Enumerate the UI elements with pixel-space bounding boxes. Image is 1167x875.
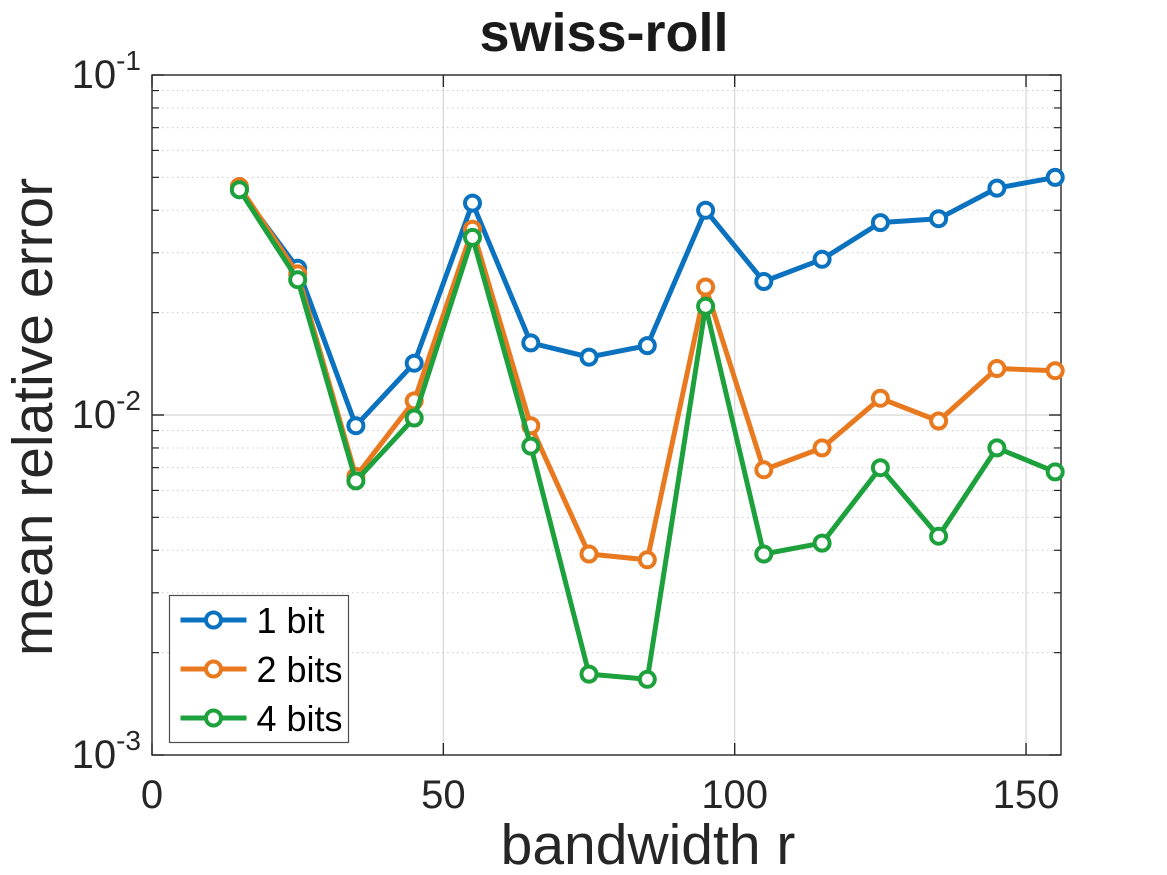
data-point-marker — [404, 353, 424, 373]
data-point-marker — [987, 438, 1007, 458]
data-point-marker — [229, 180, 249, 200]
data-point-marker — [812, 438, 832, 458]
y-tick-label: 10-3 — [72, 725, 141, 777]
x-tick-labels: 0 50 100 150 — [141, 773, 1060, 817]
chart-title: swiss-roll — [479, 3, 729, 63]
legend-swatch-marker — [204, 610, 223, 630]
x-tick-label: 0 — [141, 773, 163, 817]
data-point-marker — [288, 270, 308, 290]
x-axis-label: bandwidth r — [500, 813, 796, 875]
data-point-marker — [754, 272, 774, 291]
y-tick-exponent: -1 — [116, 45, 141, 76]
data-point-marker — [929, 526, 949, 546]
data-point-marker — [579, 664, 599, 684]
data-point-marker — [637, 669, 657, 689]
data-point-marker — [637, 336, 657, 356]
legend-entry-2-bits: 2 bits — [180, 649, 343, 690]
y-tick-base: 10 — [72, 733, 117, 777]
tick-marks — [151, 74, 1061, 756]
series-1-bit — [229, 167, 1065, 436]
series-4-bits — [229, 180, 1065, 689]
data-point-marker — [579, 544, 599, 564]
series-2-bits — [229, 177, 1065, 570]
legend-entry-4-bits: 4 bits — [180, 698, 343, 739]
y-tick-base: 10 — [72, 393, 117, 437]
data-point-marker — [929, 209, 949, 229]
data-point-marker — [1045, 361, 1065, 381]
data-point-marker — [812, 533, 832, 553]
series-line — [236, 187, 1058, 682]
data-point-marker — [463, 193, 482, 213]
data-point-marker — [929, 411, 949, 431]
major-gridlines — [152, 75, 1061, 755]
data-point-marker — [696, 277, 716, 297]
data-point-marker — [1045, 462, 1065, 482]
y-tick-exponent: -3 — [116, 725, 141, 756]
x-tick-label: 150 — [993, 773, 1060, 817]
legend-label: 1 bit — [257, 600, 325, 641]
series-line — [236, 184, 1058, 563]
legend-label: 4 bits — [257, 698, 343, 739]
y-tick-label: 10-2 — [72, 385, 141, 437]
y-tick-exponent: -2 — [116, 385, 141, 416]
legend-swatch-marker — [204, 659, 223, 679]
y-tick-label: 10-1 — [72, 45, 141, 97]
data-point-marker — [754, 544, 774, 564]
data-point-marker — [870, 388, 890, 408]
data-point-marker — [1045, 167, 1065, 187]
legend-entry-1-bit: 1 bit — [180, 600, 325, 641]
y-axis-label: mean relative error — [1, 177, 65, 657]
data-point-marker — [579, 347, 599, 367]
data-point-marker — [521, 436, 541, 456]
data-point-marker — [754, 460, 774, 480]
legend-swatch-marker — [204, 708, 223, 728]
data-point-marker — [404, 408, 424, 428]
legend: 1 bit 2 bits 4 bits — [168, 594, 350, 744]
data-point-marker — [346, 416, 366, 436]
legend-label: 2 bits — [257, 649, 343, 690]
data-point-marker — [812, 249, 832, 269]
data-point-marker — [987, 178, 1007, 198]
data-point-marker — [521, 333, 541, 353]
x-tick-label: 100 — [701, 773, 768, 817]
y-minor-gridlines — [152, 90, 1061, 654]
y-tick-base: 10 — [72, 53, 117, 97]
data-point-marker — [696, 296, 716, 316]
data-point-marker — [870, 458, 890, 478]
data-point-marker — [696, 200, 716, 220]
data-point-marker — [637, 550, 657, 570]
y-tick-labels: 10-110-210-3 — [72, 45, 141, 777]
x-tick-label: 50 — [421, 773, 466, 817]
data-point-marker — [346, 471, 366, 491]
data-point-marker — [870, 213, 890, 233]
data-point-marker — [463, 227, 482, 247]
data-point-marker — [987, 359, 1007, 378]
